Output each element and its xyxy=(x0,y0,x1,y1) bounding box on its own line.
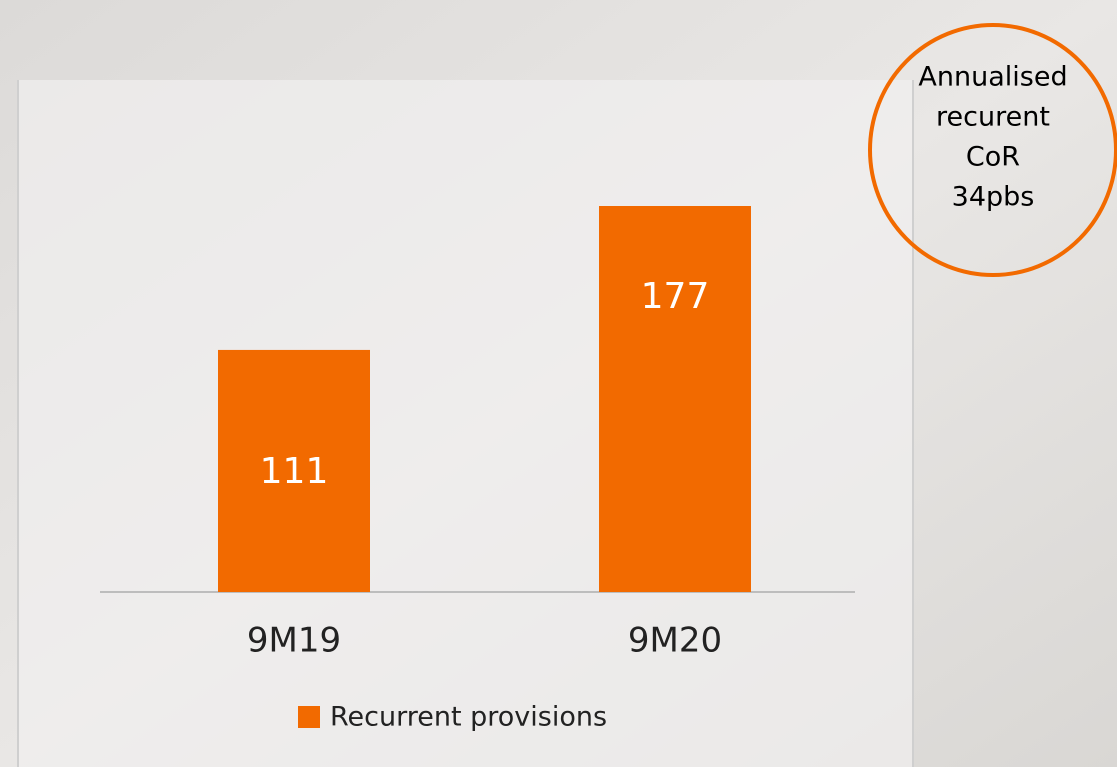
value-label: 177 xyxy=(641,276,710,317)
legend-swatch xyxy=(298,706,320,728)
annotation-text: 34pbs xyxy=(952,182,1035,213)
annotation-text: recurent xyxy=(936,102,1050,133)
x-tick-label: 9M20 xyxy=(628,621,722,661)
chart: 111 177 9M19 9M20 Recurrent provisions Annual… xyxy=(0,0,1117,767)
x-tick-label: 9M19 xyxy=(247,621,341,661)
value-label: 111 xyxy=(260,451,329,492)
annotation-text: CoR xyxy=(966,142,1020,173)
bar xyxy=(599,206,751,592)
plot-panel xyxy=(18,80,913,767)
annotation-text: Annualised xyxy=(918,62,1067,93)
legend-label: Recurrent provisions xyxy=(330,702,607,733)
